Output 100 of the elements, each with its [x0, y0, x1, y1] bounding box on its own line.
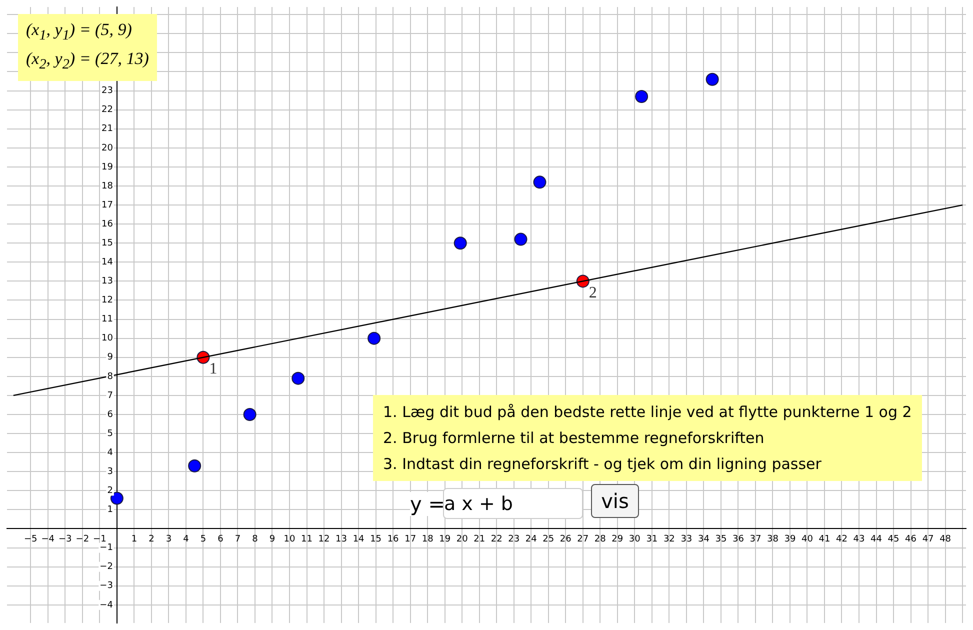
x-tick-label: 39: [784, 534, 796, 544]
point: [188, 459, 202, 472]
y-tick-label: 15: [101, 238, 113, 248]
y-tick-label: 21: [101, 124, 113, 134]
y-tick-label: −1: [100, 543, 113, 554]
x-tick-label: 24: [525, 534, 538, 544]
x-tick-label: 6: [218, 534, 224, 544]
x-tick-label: 11: [301, 534, 312, 544]
x-tick-label: 45: [888, 534, 900, 544]
annotation: 2: [588, 284, 597, 302]
annotation: (x$_{2}$, y$_{2}$) = (27, 13): [26, 48, 149, 75]
x-tick-label: −3: [58, 534, 72, 544]
y-tick-label: 5: [107, 428, 113, 439]
x-tick-label: 4: [183, 534, 190, 544]
x-tick-label: 20: [456, 534, 468, 544]
y-tick-label: −4: [100, 600, 114, 610]
point: [454, 236, 467, 250]
y-tick-label: 7: [107, 390, 113, 401]
x-tick-label: 30: [628, 534, 641, 544]
y-tick-label: 8: [107, 372, 114, 382]
x-tick-label: 19: [439, 534, 451, 544]
y-tick-label: 4: [107, 448, 114, 458]
x-tick-label: 31: [646, 534, 658, 544]
y-tick-label: 1: [107, 505, 113, 516]
x-tick-label: 23: [508, 534, 520, 544]
y-tick-label: 17: [101, 200, 113, 210]
x-tick-label: 13: [336, 534, 348, 544]
y-tick-label: 9: [107, 352, 114, 363]
y-tick-label: 3: [107, 466, 113, 477]
text-field: a x + b: [443, 488, 583, 519]
point: [368, 332, 381, 345]
y-tick-label: −3: [100, 581, 113, 592]
x-tick-label: −4: [41, 534, 55, 544]
x-tick-label: 8: [252, 534, 258, 544]
y-tick-label: 22: [101, 105, 113, 116]
point: [533, 176, 546, 189]
point: [514, 232, 528, 246]
y-tick-label: 16: [101, 219, 114, 230]
x-tick-label: 36: [732, 534, 744, 544]
x-tick-label: 47: [922, 534, 934, 544]
x-tick-label: 44: [870, 534, 882, 544]
x-tick-label: −5: [24, 534, 38, 544]
x-tick-label: 48: [940, 534, 952, 544]
annotation: (x$_{1}$, y$_{1}$) = (5, 9): [26, 19, 133, 46]
y-tick-label: 6: [107, 410, 114, 420]
x-tick-label: 9: [269, 534, 276, 544]
x-tick-label: 41: [818, 534, 830, 544]
y-tick-label: 2: [107, 486, 113, 496]
x-tick-label: 12: [318, 534, 330, 544]
x-tick-label: 15: [370, 534, 382, 544]
annotation: 1. Læg dit bud på den bedste rette linje ved at flytte punkterne 1 og 2: [383, 402, 912, 423]
annotation: y =: [410, 492, 445, 516]
x-tick-label: 18: [422, 534, 434, 544]
x-tick-label: 33: [680, 534, 692, 544]
y-tick-label: 14: [101, 258, 114, 268]
x-tick-label: 35: [715, 534, 727, 544]
x-tick-label: 26: [560, 534, 572, 544]
x-tick-label: 7: [234, 534, 241, 544]
x-tick-label: 5: [200, 534, 206, 544]
y-tick-label: 11: [101, 314, 113, 325]
y-tick-label: 13: [101, 276, 113, 287]
x-tick-label: 29: [612, 534, 624, 544]
x-tick-label: 28: [594, 534, 606, 544]
y-tick-label: 10: [101, 334, 114, 344]
x-tick-label: 1: [131, 534, 138, 544]
x-tick-label: 14: [352, 534, 365, 544]
y-tick-label: 19: [101, 162, 114, 172]
x-tick-label: 27: [577, 534, 589, 544]
x-tick-label: 42: [836, 534, 848, 544]
annotation: 3. Indtast din regneforskrift - og tjek om din ligning passer: [383, 454, 822, 475]
x-tick-label: 37: [750, 534, 762, 544]
x-tick-label: 22: [490, 534, 502, 544]
annotation: 2. Brug formlerne til at bestemme regneforskriften: [383, 428, 766, 449]
x-tick-label: 43: [853, 534, 865, 544]
point: [243, 408, 256, 421]
y-tick-label: 18: [101, 181, 114, 192]
y-tick-label: 23: [101, 86, 113, 96]
button: vis: [591, 484, 639, 518]
x-tick-label: 21: [474, 534, 486, 544]
x-tick-label: 16: [387, 534, 400, 544]
point: [635, 90, 648, 103]
annotation: 1: [209, 360, 218, 378]
point: [706, 72, 719, 86]
x-tick-label: −2: [76, 534, 90, 544]
x-tick-label: 25: [542, 534, 554, 544]
x-tick-label: 38: [766, 534, 779, 544]
point: [110, 492, 124, 505]
x-tick-label: 32: [663, 534, 675, 544]
y-tick-label: −2: [100, 562, 113, 572]
x-tick-label: 17: [404, 534, 416, 544]
x-tick-label: 46: [905, 534, 917, 544]
x-tick-label: 2: [148, 534, 154, 544]
x-tick-label: 34: [698, 534, 710, 544]
x-tick-label: 10: [284, 534, 296, 544]
y-tick-label: 12: [101, 296, 113, 306]
x-tick-label: 3: [166, 534, 172, 544]
x-tick-label: −1: [93, 534, 106, 544]
point: [292, 372, 305, 385]
x-tick-label: 40: [802, 534, 814, 544]
y-tick-label: 20: [101, 143, 114, 154]
